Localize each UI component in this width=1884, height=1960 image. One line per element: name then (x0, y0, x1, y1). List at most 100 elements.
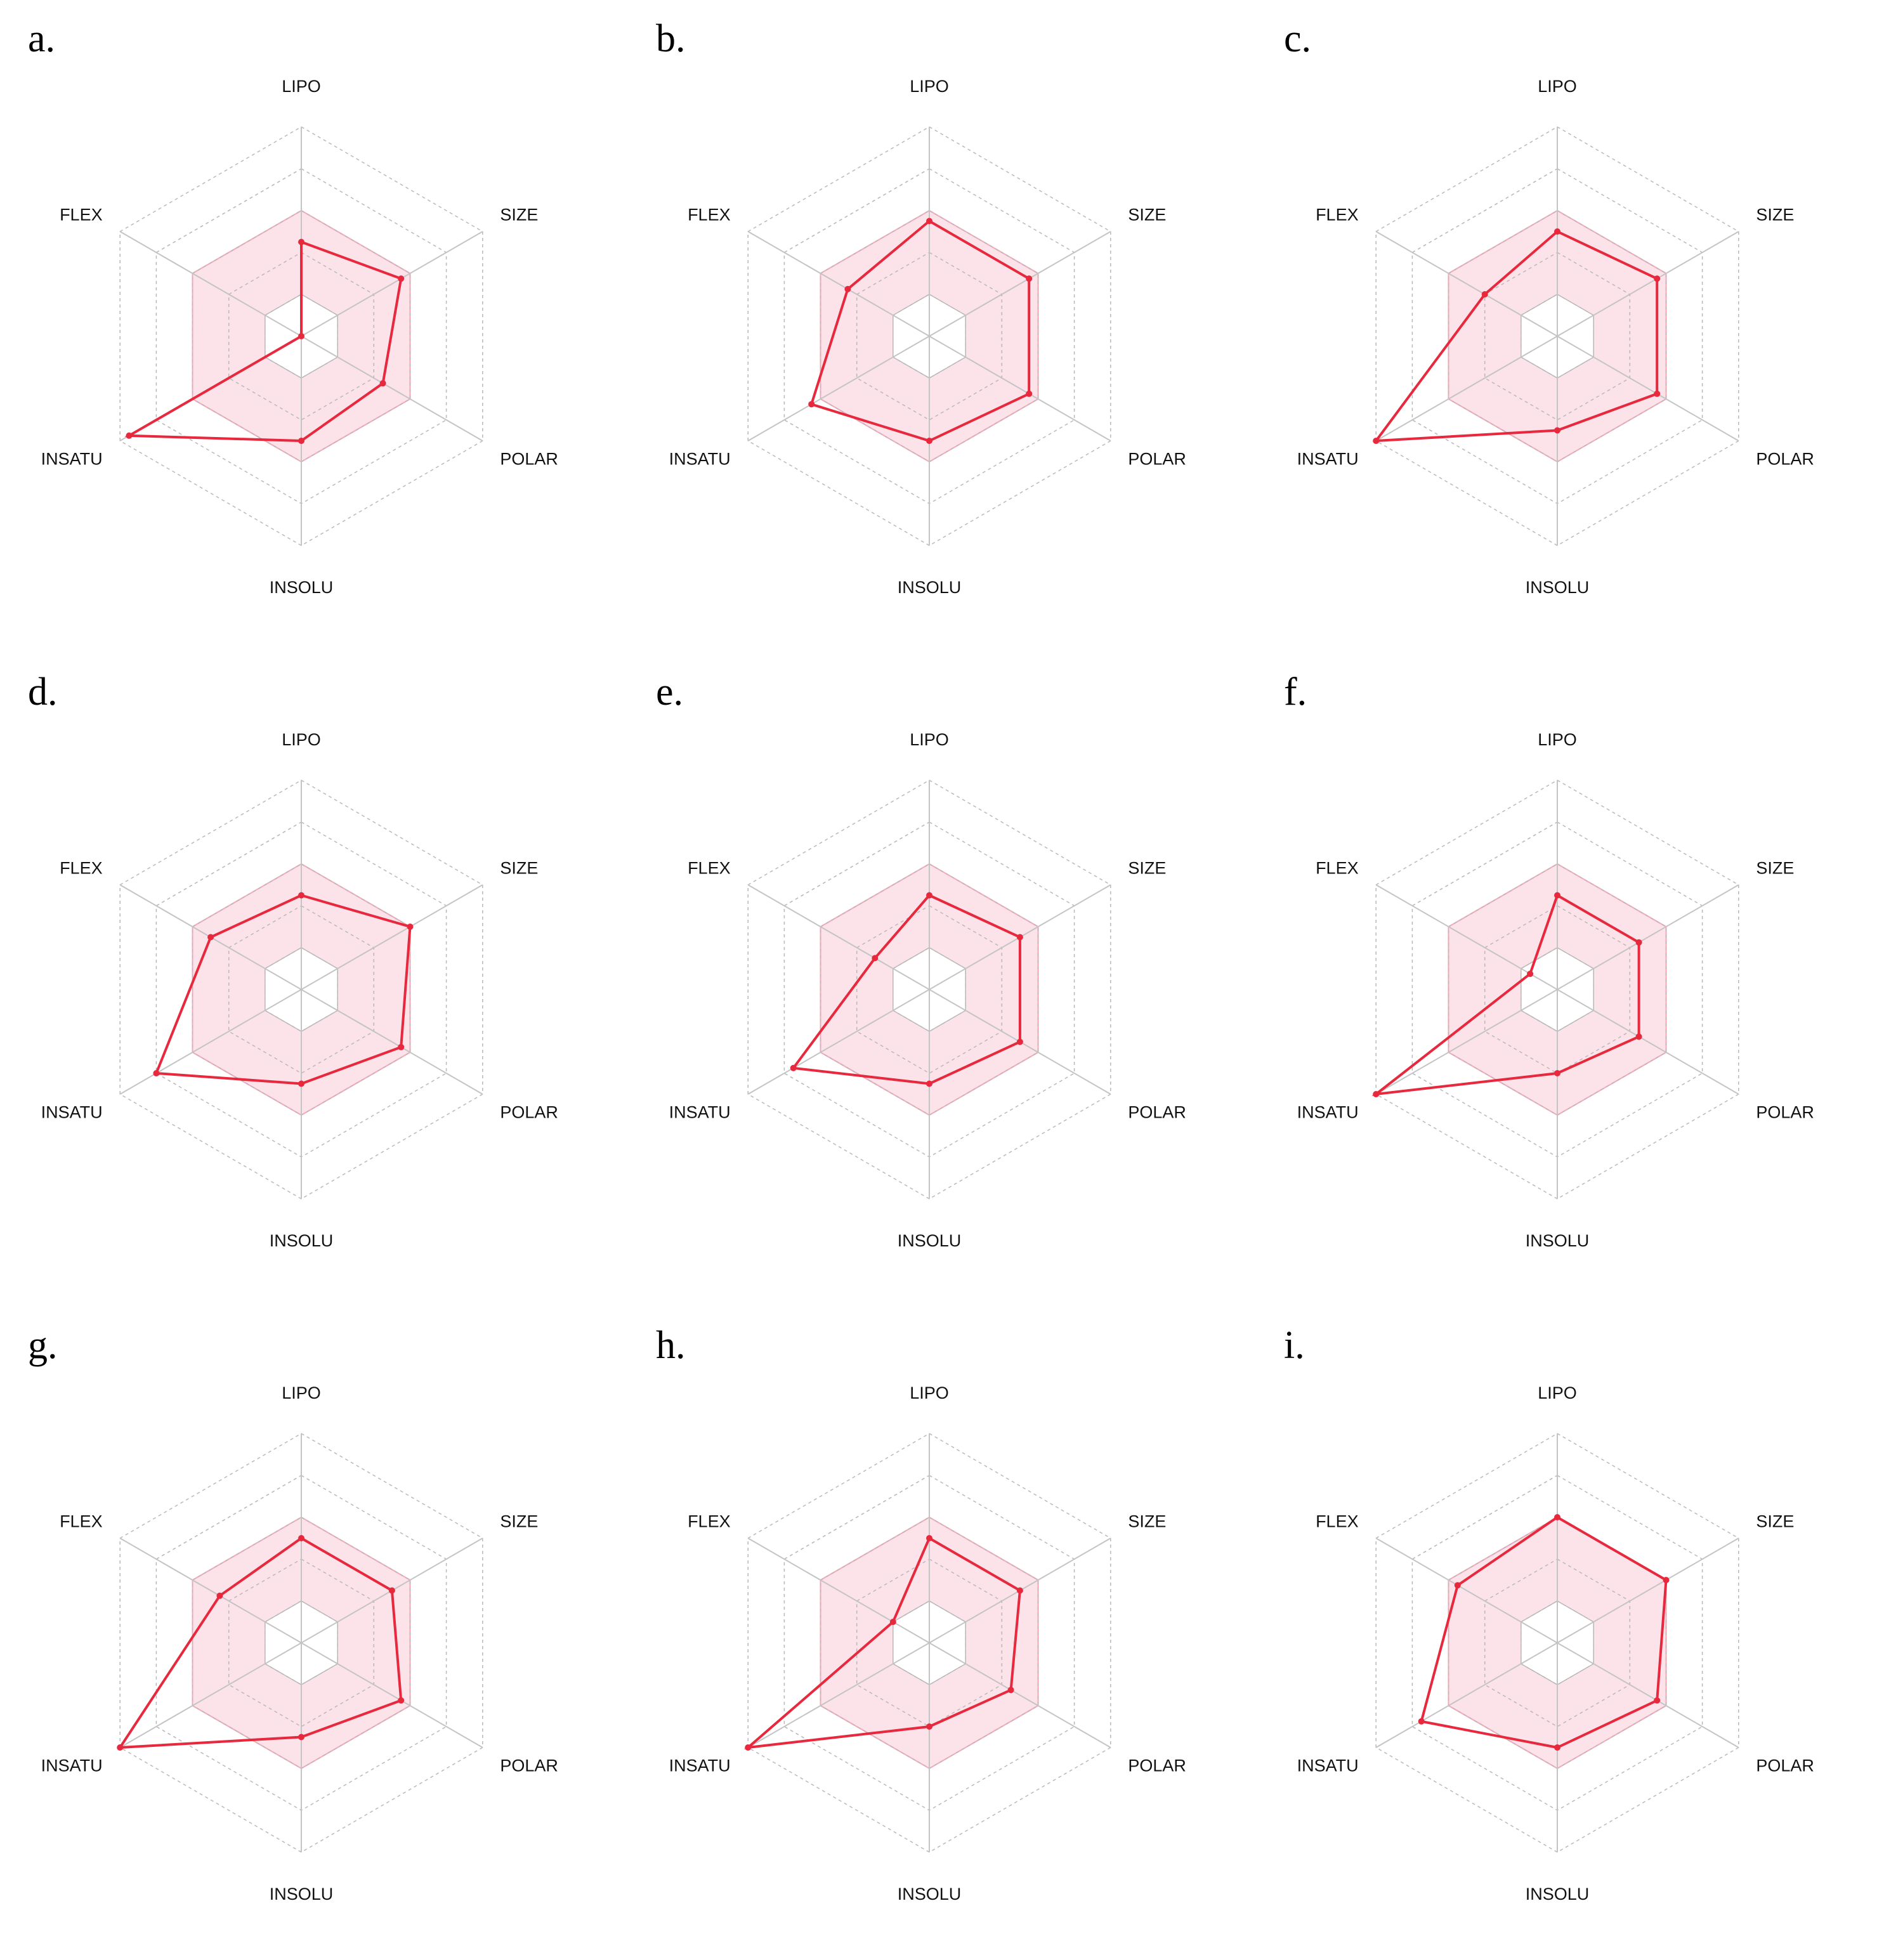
data-point (298, 1080, 304, 1087)
panel-label: h. (656, 1324, 686, 1367)
radar-chart: LIPO SIZE POLAR INSOLU INSATU FLEX (669, 730, 1186, 1250)
axis-label-lipo: LIPO (1538, 730, 1577, 749)
radar-chart: LIPO SIZE POLAR INSOLU INSATU FLEX (41, 1383, 558, 1904)
data-point (398, 1697, 405, 1704)
data-point (1554, 427, 1560, 434)
data-point (298, 1535, 304, 1541)
axis-line (929, 231, 1111, 337)
axis-label-insatu: INSATU (41, 1103, 103, 1122)
axis-label-insatu: INSATU (41, 1756, 103, 1775)
axis-line (119, 989, 302, 1095)
data-point (1026, 390, 1033, 397)
axis-line (301, 1642, 483, 1748)
radar-panel: h. LIPO SIZE POLAR INSOLU INSATU FLEX (628, 1307, 1256, 1960)
axis-label-insolu: INSOLU (1526, 1231, 1590, 1250)
axis-line (301, 336, 483, 441)
axis-label-flex: FLEX (60, 1512, 103, 1531)
axis-line (1557, 1642, 1739, 1748)
axis-line (119, 1538, 302, 1643)
axis-label-polar: POLAR (1128, 1103, 1186, 1122)
axis-line (1557, 336, 1739, 441)
axis-label-polar: POLAR (500, 450, 558, 469)
axis-label-size: SIZE (1756, 206, 1794, 225)
axis-label-insolu: INSOLU (898, 1231, 962, 1250)
axis-line (1375, 1538, 1558, 1643)
axis-label-size: SIZE (1128, 206, 1166, 225)
data-point (926, 1080, 932, 1087)
axis-label-size: SIZE (500, 206, 538, 225)
data-point (1373, 438, 1380, 444)
data-point (1373, 1091, 1380, 1097)
data-point (844, 285, 851, 292)
axis-label-insatu: INSATU (1297, 450, 1359, 469)
axis-label-polar: POLAR (1128, 1756, 1186, 1775)
axis-label-flex: FLEX (688, 1512, 731, 1531)
axis-label-insolu: INSOLU (270, 1885, 334, 1904)
axis-label-lipo: LIPO (282, 1383, 321, 1402)
axis-label-polar: POLAR (1756, 1756, 1814, 1775)
data-point (298, 438, 304, 444)
axis-label-lipo: LIPO (282, 730, 321, 749)
data-point (1635, 939, 1642, 946)
data-point (153, 1070, 160, 1076)
axis-label-insolu: INSOLU (1526, 1885, 1590, 1904)
axis-line (747, 336, 930, 441)
data-point (1007, 1687, 1014, 1694)
axis-label-insatu: INSATU (669, 450, 731, 469)
axis-label-insolu: INSOLU (270, 578, 334, 597)
data-point (926, 438, 932, 444)
data-point (398, 275, 405, 282)
data-point (398, 1043, 405, 1050)
radar-panel: f. LIPO SIZE POLAR INSOLU INSATU FLEX (1256, 653, 1884, 1307)
axis-label-insolu: INSOLU (270, 1231, 334, 1250)
panel-label: f. (1284, 670, 1307, 714)
data-point (926, 1535, 932, 1541)
data-point (379, 380, 386, 387)
axis-label-polar: POLAR (1756, 450, 1814, 469)
data-point (1554, 228, 1560, 235)
axis-label-flex: FLEX (1316, 206, 1359, 225)
data-point (1527, 970, 1534, 977)
axis-label-flex: FLEX (1316, 859, 1359, 878)
axis-line (747, 1538, 930, 1643)
axis-label-polar: POLAR (1128, 450, 1186, 469)
data-point (1554, 1070, 1560, 1076)
axis-label-size: SIZE (1128, 1512, 1166, 1531)
axis-line (1557, 231, 1739, 337)
radar-panel: c. LIPO SIZE POLAR INSOLU INSATU FLEX (1256, 0, 1884, 653)
axis-label-size: SIZE (1128, 859, 1166, 878)
data-point (216, 1592, 223, 1599)
axis-label-insatu: INSATU (1297, 1103, 1359, 1122)
panel-label: e. (656, 670, 684, 714)
axis-label-lipo: LIPO (910, 77, 949, 96)
axis-label-insolu: INSOLU (898, 1885, 962, 1904)
radar-chart: LIPO SIZE POLAR INSOLU INSATU FLEX (41, 77, 558, 597)
axis-line (747, 884, 930, 990)
panel-label: d. (28, 670, 58, 714)
axis-line (1557, 884, 1739, 990)
panel-label: c. (1284, 17, 1312, 60)
data-point (1554, 1744, 1560, 1751)
data-point (1663, 1577, 1670, 1583)
axis-line (747, 989, 930, 1095)
data-point (126, 432, 133, 439)
axis-line (1557, 1538, 1739, 1643)
data-point (298, 333, 304, 339)
data-point (926, 892, 932, 899)
axis-line (119, 1642, 302, 1748)
axis-label-lipo: LIPO (910, 730, 949, 749)
radar-panel: d. LIPO SIZE POLAR INSOLU INSATU FLEX (0, 653, 628, 1307)
axis-label-polar: POLAR (500, 1756, 558, 1775)
data-point (1016, 934, 1023, 941)
data-point (889, 1619, 896, 1625)
axis-label-size: SIZE (1756, 859, 1794, 878)
axis-label-flex: FLEX (60, 859, 103, 878)
data-point (1418, 1718, 1425, 1725)
data-point (1026, 275, 1033, 282)
data-point (1481, 291, 1488, 297)
axis-label-lipo: LIPO (910, 1383, 949, 1402)
axis-label-flex: FLEX (1316, 1512, 1359, 1531)
radar-panel: a. LIPO SIZE POLAR INSOLU INSATU FLEX (0, 0, 628, 653)
radar-panel: i. LIPO SIZE POLAR INSOLU INSATU FLEX (1256, 1307, 1884, 1960)
axis-label-insolu: INSOLU (1526, 578, 1590, 597)
